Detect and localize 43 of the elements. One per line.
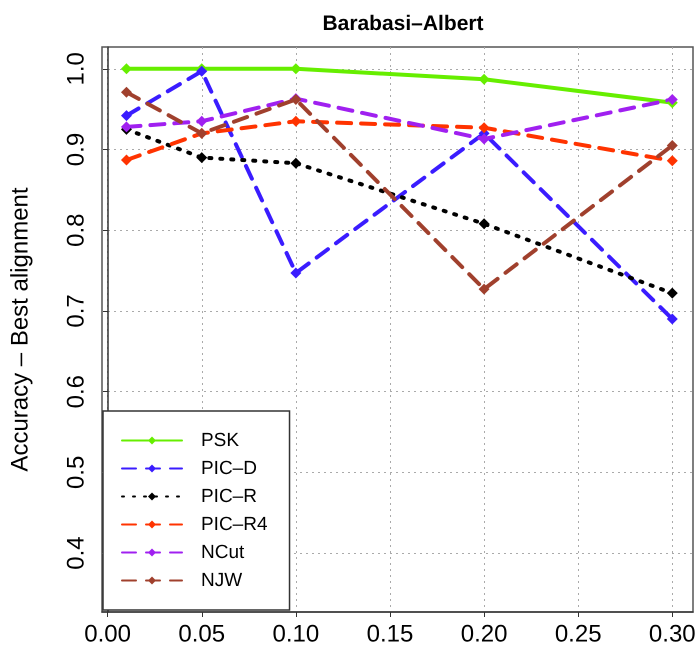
point	[196, 66, 208, 77]
point	[666, 94, 678, 105]
point	[478, 218, 490, 230]
legend-label: PIC–R4	[201, 514, 268, 535]
point	[478, 284, 490, 295]
point	[666, 314, 678, 325]
x-tick-label: 0.00	[84, 620, 132, 648]
legend-label: PIC–D	[201, 458, 257, 479]
point	[120, 63, 132, 74]
point	[290, 268, 302, 278]
point	[666, 288, 678, 299]
point	[196, 152, 208, 164]
y-tick-label: 1.0	[62, 52, 90, 86]
point	[290, 116, 302, 127]
point	[120, 86, 132, 98]
point	[478, 74, 490, 85]
point	[666, 140, 678, 151]
point	[290, 158, 302, 169]
point	[196, 116, 208, 127]
y-tick-label: 0.4	[62, 536, 90, 570]
y-tick-label: 0.7	[62, 294, 90, 328]
legend-label: PSK	[201, 430, 240, 451]
point	[120, 121, 132, 132]
x-tick-label: 0.05	[178, 620, 226, 648]
y-tick-label: 0.6	[62, 374, 90, 408]
y-tick-label: 0.9	[62, 132, 90, 166]
x-tick-label: 0.10	[272, 620, 320, 648]
x-tick-label: 0.25	[554, 620, 602, 648]
y-tick-label: 0.5	[62, 456, 90, 490]
point	[666, 155, 678, 166]
x-tick-label: 0.20	[460, 620, 508, 648]
point	[120, 110, 132, 122]
x-tick-label: 0.15	[366, 620, 414, 648]
legend-label: NCut	[201, 542, 246, 563]
point	[478, 122, 490, 134]
x-tick-label: 0.30	[648, 620, 696, 648]
legend-label: PIC–R	[201, 486, 257, 507]
y-tick-label: 0.8	[62, 214, 90, 247]
legend-label: NJW	[201, 570, 242, 591]
point	[478, 134, 490, 145]
chart-title: Barabasi–Albert	[322, 12, 484, 35]
point	[120, 154, 132, 166]
y-axis-title: Accuracy – Best alignment	[6, 187, 34, 472]
